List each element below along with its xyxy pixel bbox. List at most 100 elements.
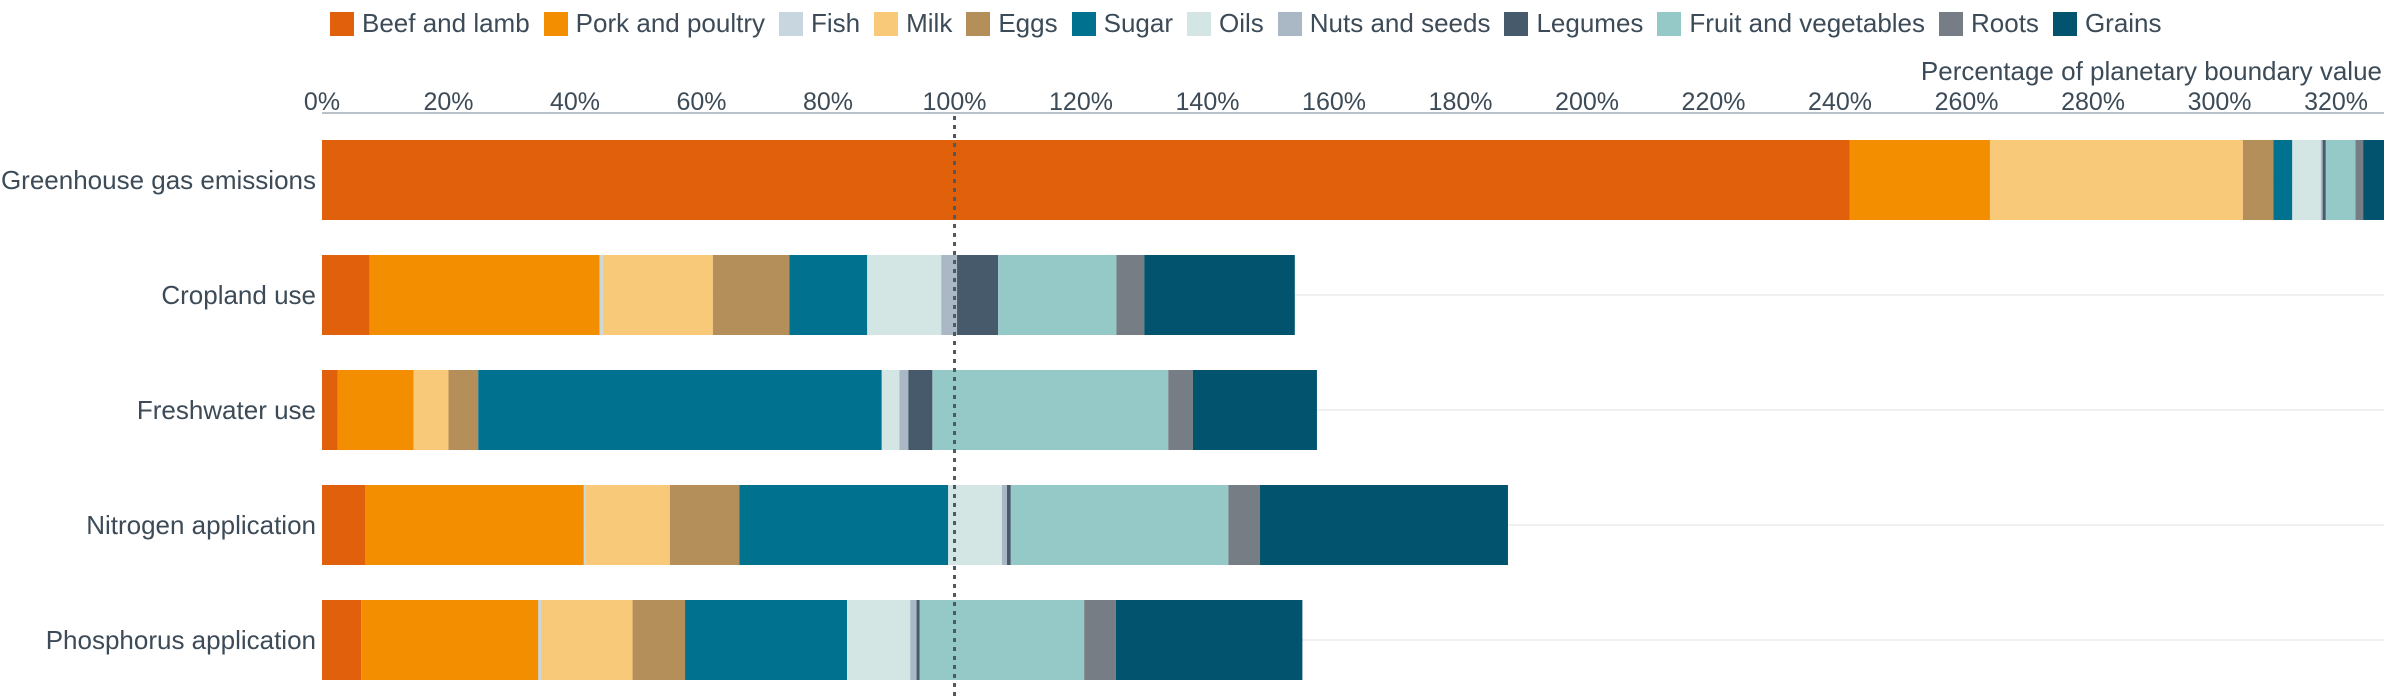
legend-label: Beef and lamb [362,8,530,38]
bar-segment [846,600,911,680]
legend-item: Grains [2052,8,2162,39]
category-label: Freshwater use [137,395,316,425]
bar-segment [337,370,414,450]
bar-segment [712,255,790,335]
x-tick-label: 80% [803,88,853,116]
category-label: Greenhouse gas emissions [1,165,316,195]
legend-label: Grains [2084,8,2162,38]
legend-item: Fish [779,8,860,39]
legend-swatch [1071,11,1096,36]
legend-swatch [2052,11,2077,36]
legend-label: Eggs [998,8,1058,38]
x-tick-label: 320% [2304,88,2368,116]
bar-segment [1260,485,1508,565]
legend-item: Nuts and seeds [1277,8,1491,39]
x-tick-label: 140% [1176,88,1240,116]
bar-segment [322,255,370,335]
bar-segment [1010,485,1229,565]
legend-label: Roots [1971,8,2039,38]
bar-segment [448,370,479,450]
bar-segment [2325,140,2356,220]
legend-swatch [1277,11,1302,36]
bar-segment [1001,485,1008,565]
bar-segment [867,255,942,335]
category-label: Nitrogen application [86,510,316,540]
bar-segment [910,600,917,680]
bar-segment [685,600,847,680]
legend-swatch [1939,11,1964,36]
legend-item: Eggs [966,8,1058,39]
bar-segment [1849,140,1990,220]
bar-segment [789,255,868,335]
x-tick-label: 300% [2188,88,2252,116]
legend-swatch [1187,11,1211,36]
bar-segment [632,600,686,680]
legend-item: Pork and poultry [543,8,765,39]
legend-item: Fruit and vegetables [1657,8,1925,39]
legend-swatch [779,11,803,36]
bar-segment [739,485,949,565]
legend-item: Milk [874,8,952,39]
bar-segment [919,600,1085,680]
category-label: Phosphorus application [46,625,316,655]
legend-label: Oils [1219,8,1264,38]
bar-segment [1007,485,1011,565]
bar-segment [1115,600,1303,680]
bar-segment [948,485,1002,565]
bar-segment [322,600,362,680]
x-tick-label: 280% [2061,88,2125,116]
bar-segment [538,600,542,680]
bar-segment [2355,140,2364,220]
legend-swatch [1657,11,1682,36]
bar-segment [916,600,920,680]
x-tick-label: 200% [1555,88,1619,116]
legend-item: Oils [1187,8,1264,39]
chart-legend: Beef and lamb Pork and poultry Fish Milk Egg… [330,8,2176,39]
x-axis-title: Percentage of planetary boundary value [1920,56,2382,86]
bar-segment [2320,140,2323,220]
x-tick-label: 0% [304,88,340,116]
bar-segment [669,485,740,565]
bar-segment [881,370,900,450]
x-tick-label: 100% [923,88,987,116]
category-label: Cropland use [161,280,316,310]
legend-swatch [1504,11,1529,36]
x-tick-label: 60% [676,88,726,116]
bar-segment [1084,600,1116,680]
x-tick-label: 120% [1049,88,1113,116]
bar-segment [369,255,600,335]
bar-segment [1228,485,1261,565]
x-tick-label: 160% [1302,88,1366,116]
legend-label: Nuts and seeds [1309,8,1491,38]
bar-segment [322,485,366,565]
bar-segment [957,255,999,335]
legend-swatch [966,11,991,36]
x-tick-label: 240% [1808,88,1872,116]
bar-segment [1168,370,1193,450]
bar-segment [1144,255,1295,335]
bar-segment [1989,140,2243,220]
bar-segment [1116,255,1145,335]
bar-segment [322,140,1850,220]
x-tick-label: 260% [1935,88,1999,116]
legend-item: Sugar [1071,8,1173,39]
bar-segment [2363,140,2384,220]
legend-label: Fish [811,8,861,38]
bar-segment [602,255,713,335]
bar-segment [413,370,449,450]
legend-item: Legumes [1504,8,1643,39]
x-tick-label: 220% [1682,88,1746,116]
bar-segment [478,370,882,450]
bar-segment [2292,140,2321,220]
x-tick-label: 40% [550,88,600,116]
bar-segment [541,600,633,680]
bar-segment [899,370,909,450]
legend-item: Roots [1939,8,2039,39]
bar-segment [365,485,584,565]
legend-label: Pork and poultry [575,8,765,38]
bar-segment [2242,140,2274,220]
bar-segment [2273,140,2293,220]
legend-swatch [874,11,899,36]
bar-segment [585,485,670,565]
